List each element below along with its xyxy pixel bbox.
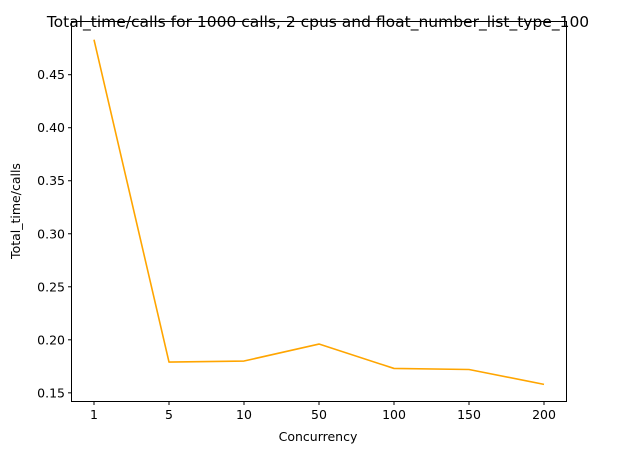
- y-tick-label: 0.20: [37, 332, 65, 347]
- x-tick-label: 10: [236, 407, 252, 422]
- x-tick-label: 1: [90, 407, 98, 422]
- y-tick-label: 0.25: [37, 279, 65, 294]
- series-line: [93, 39, 545, 386]
- y-tick-label: 0.40: [37, 120, 65, 135]
- series-layer: [93, 39, 545, 386]
- x-axis: 1 5 10 50 100 150 200: [90, 401, 556, 422]
- chart-title: Total_time/calls for 1000 calls, 2 cpus …: [46, 13, 589, 32]
- y-tick-label: 0.35: [37, 173, 65, 188]
- y-tick-label: 0.15: [37, 385, 65, 400]
- x-tick-label: 100: [382, 407, 406, 422]
- x-tick-label: 5: [165, 407, 173, 422]
- y-axis: 0.15 0.20 0.25 0.30 0.35 0.40 0.45: [37, 67, 72, 400]
- y-tick-label: 0.45: [37, 67, 65, 82]
- y-tick-label: 0.30: [37, 226, 65, 241]
- x-tick-label: 200: [532, 407, 556, 422]
- y-axis-label: Total_time/calls: [8, 163, 23, 260]
- x-tick-label: 50: [311, 407, 327, 422]
- x-axis-label: Concurrency: [279, 429, 358, 444]
- x-tick-label: 150: [457, 407, 481, 422]
